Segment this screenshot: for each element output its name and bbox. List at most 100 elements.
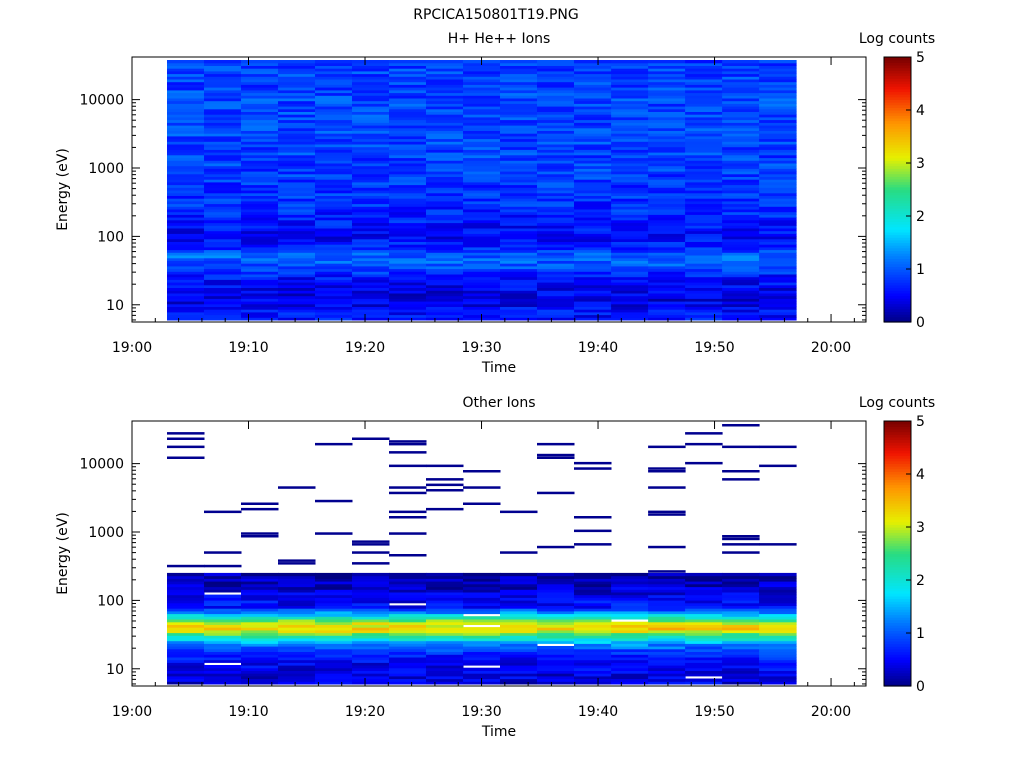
heatmap-cell [204,621,242,625]
heatmap-cell [759,206,797,210]
heatmap-cell [611,157,649,161]
heatmap-cell [722,246,760,251]
heatmap-cell [722,659,760,663]
heatmap-cell [685,627,723,631]
heatmap-cell [352,125,390,129]
heatmap-cell [426,84,464,88]
heatmap-cell [463,311,501,316]
heatmap-cell [278,160,316,164]
heatmap-cell [722,629,760,634]
heatmap-cell [352,68,390,72]
y-axis-label: Energy (eV) [55,512,71,595]
heatmap-cell [611,600,649,604]
heatmap-cell [204,127,242,131]
heatmap-cell [500,135,538,140]
heatmap-cell [574,586,612,590]
heatmap-cell [204,222,242,226]
y-tick-label: 100 [97,593,124,609]
heatmap-cell [352,219,390,224]
heatmap-cell [759,619,797,623]
heatmap-cell [352,298,390,302]
heatmap-cell [648,673,686,677]
heatmap-cell [204,78,242,83]
colorbar-step [884,534,911,539]
heatmap-cell [426,141,464,145]
heatmap-cell [167,301,205,305]
heatmap-cell [241,114,279,118]
heatmap-cell [241,675,279,680]
heatmap-cell [352,276,390,280]
heatmap-cell [278,60,316,64]
heatmap-cell [352,317,390,321]
heatmap-cell [204,295,242,299]
heatmap-cell [611,62,649,66]
heatmap-cell [648,181,686,186]
heatmap-cell [204,141,242,145]
heatmap-cell [574,125,612,129]
heatmap-cell [500,675,538,680]
heatmap-cell [648,171,686,175]
heatmap-cell [315,133,353,137]
heatmap-cell [611,654,649,658]
heatmap-cell [426,92,464,96]
heatmap-cell [241,263,279,267]
heatmap-cell [389,627,427,631]
heatmap-cell [722,271,760,275]
colorbar-tick-label: 0 [916,315,925,331]
heatmap-cell [426,135,464,140]
heatmap-cell [389,314,427,318]
heatmap-cell [426,279,464,283]
heatmap-cell [611,282,649,286]
heatmap-cell [352,292,390,297]
colorbar-step [884,136,911,140]
heatmap-cell [167,62,205,66]
heatmap-cell [204,594,242,598]
heatmap-cell [611,637,649,642]
heatmap-cell [167,176,205,180]
heatmap-cell [241,246,279,251]
heatmap-cell [389,106,427,110]
heatmap-cell [463,605,501,609]
heatmap-cell [759,306,797,310]
heatmap-cell [204,241,242,245]
heatmap-cell [611,203,649,207]
heatmap-cell [759,629,797,634]
heatmap-cell [204,225,242,229]
heatmap-cell [759,268,797,272]
heatmap-cell [426,78,464,83]
heatmap-cell [352,311,390,316]
heatmap-cell [204,125,242,129]
heatmap-cell [611,287,649,291]
heatmap-cell [685,97,723,102]
heatmap-cell [759,149,797,153]
colorbar-step [884,295,911,299]
heatmap-cell [759,241,797,245]
heatmap-cell [574,200,612,205]
heatmap-cell [648,135,686,140]
heatmap-cell [278,306,316,310]
heatmap-cell [759,290,797,294]
heatmap-cell [463,143,501,148]
heatmap-cell [315,317,353,321]
heatmap-cell [278,125,316,129]
heatmap-cell [278,290,316,294]
heatmap-cell [426,76,464,80]
heatmap-cell [537,295,575,299]
heatmap-cell [389,206,427,210]
heatmap-cell [352,146,390,150]
heatmap-cell [648,92,686,96]
colorbar-step [884,627,911,631]
heatmap-cell [426,670,464,674]
heatmap-cell [426,589,464,593]
heatmap-cell [167,591,205,596]
heatmap-cell [167,222,205,226]
heatmap-cell [426,122,464,126]
heatmap-cell [167,100,205,104]
heatmap-cell [352,309,390,313]
heatmap-cell [463,643,501,647]
heatmap-cell [463,225,501,229]
heatmap-cell [241,507,279,511]
heatmap-cell [352,284,390,288]
heatmap-cell [500,597,538,601]
heatmap-cell [167,619,205,623]
